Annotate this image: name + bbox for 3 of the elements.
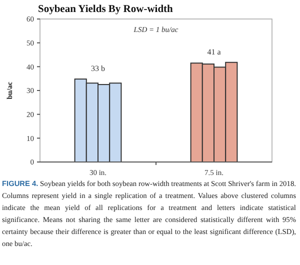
annotation: 33 b [91, 64, 105, 74]
chart-title: Soybean Yields By Row-width [38, 4, 174, 15]
annotation: 41 a [207, 47, 222, 56]
